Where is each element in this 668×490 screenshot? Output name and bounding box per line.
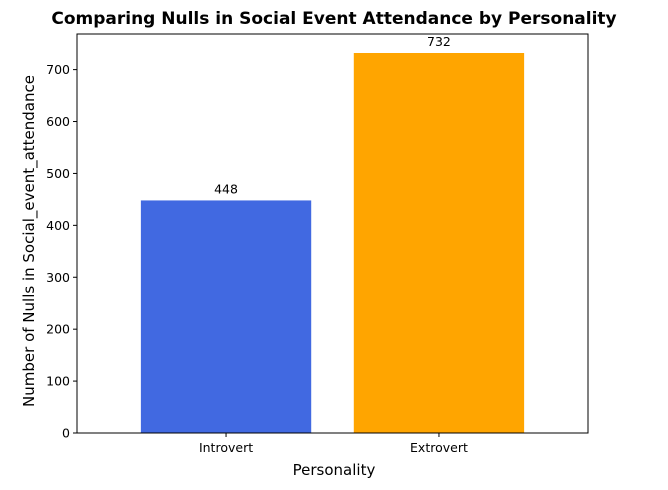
bar-introvert [140,200,312,433]
y-tick-label: 300 [46,270,70,285]
y-tick-label: 700 [46,62,70,77]
bar-extrovert [353,53,525,433]
data-label-extrovert: 732 [427,34,451,49]
x-axis-label: Personality [293,461,376,479]
plot-area: 448 732 0 100 200 300 400 500 600 700 Introvert Ext… [46,33,589,455]
y-tick-label: 400 [46,218,70,233]
axes-frame [76,33,589,434]
y-tick-label: 100 [46,374,70,389]
y-tick-label: 200 [46,322,70,337]
y-axis-label: Number of Nulls in Social_event_attendan… [20,75,39,407]
chart-title: Comparing Nulls in Social Event Attendan… [51,9,616,29]
y-tick-label: 500 [46,166,70,181]
y-tick-label: 0 [62,426,70,441]
data-label-introvert: 448 [214,181,238,196]
x-tick-label-introvert: Introvert [199,440,253,455]
x-tick-label-extrovert: Extrovert [410,440,468,455]
y-tick-label: 600 [46,114,70,129]
